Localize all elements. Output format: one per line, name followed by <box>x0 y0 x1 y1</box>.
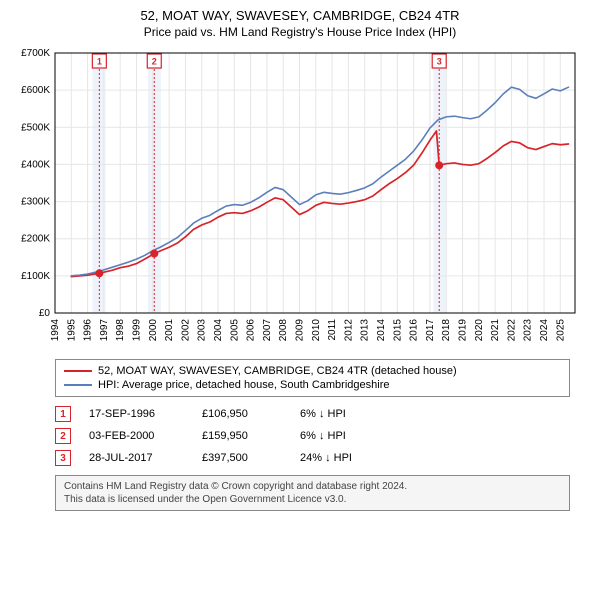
svg-text:2016: 2016 <box>409 319 420 342</box>
event-marker: 3 <box>55 450 71 466</box>
events-table: 1 17-SEP-1996 £106,950 6% ↓ HPI 2 03-FEB-2000… <box>55 403 570 469</box>
event-marker: 2 <box>55 428 71 444</box>
chart-title: 52, MOAT WAY, SWAVESEY, CAMBRIDGE, CB24 … <box>10 8 590 23</box>
svg-text:£0: £0 <box>39 308 51 319</box>
event-price: £159,950 <box>202 430 282 442</box>
svg-text:1996: 1996 <box>83 319 94 342</box>
legend-item: 52, MOAT WAY, SWAVESEY, CAMBRIDGE, CB24 … <box>64 364 561 378</box>
svg-text:2024: 2024 <box>539 319 550 342</box>
event-date: 17-SEP-1996 <box>89 408 184 420</box>
chart-subtitle: Price paid vs. HM Land Registry's House … <box>10 25 590 39</box>
svg-text:1994: 1994 <box>50 319 61 342</box>
svg-text:1997: 1997 <box>99 319 110 342</box>
svg-text:2021: 2021 <box>490 319 501 342</box>
line-chart-svg: £0 £100K £200K £300K £400K £500K £600K £700K 199… <box>10 45 590 355</box>
svg-text:2004: 2004 <box>213 319 224 342</box>
event-row: 2 03-FEB-2000 £159,950 6% ↓ HPI <box>55 425 570 447</box>
svg-text:1999: 1999 <box>132 319 143 342</box>
event-marker: 1 <box>55 406 71 422</box>
svg-text:£200K: £200K <box>21 234 50 245</box>
legend-label: 52, MOAT WAY, SWAVESEY, CAMBRIDGE, CB24 … <box>98 365 457 377</box>
svg-text:3: 3 <box>437 57 442 67</box>
svg-text:2022: 2022 <box>506 319 517 342</box>
svg-text:1998: 1998 <box>115 319 126 342</box>
svg-text:2005: 2005 <box>229 319 240 342</box>
svg-text:2020: 2020 <box>474 319 485 342</box>
svg-text:£100K: £100K <box>21 271 50 282</box>
svg-text:2009: 2009 <box>295 319 306 342</box>
event-price: £106,950 <box>202 408 282 420</box>
chart-container: 52, MOAT WAY, SWAVESEY, CAMBRIDGE, CB24 … <box>0 0 600 517</box>
event-price: £397,500 <box>202 452 282 464</box>
svg-text:£400K: £400K <box>21 159 50 170</box>
svg-text:2025: 2025 <box>555 319 566 342</box>
event-date: 03-FEB-2000 <box>89 430 184 442</box>
svg-text:2014: 2014 <box>376 319 387 342</box>
attribution-box: Contains HM Land Registry data © Crown c… <box>55 475 570 511</box>
legend: 52, MOAT WAY, SWAVESEY, CAMBRIDGE, CB24 … <box>55 359 570 397</box>
svg-text:£300K: £300K <box>21 197 50 208</box>
svg-text:2006: 2006 <box>246 319 257 342</box>
event-delta: 6% ↓ HPI <box>300 408 390 420</box>
legend-label: HPI: Average price, detached house, Sout… <box>98 379 389 391</box>
event-row: 3 28-JUL-2017 £397,500 24% ↓ HPI <box>55 447 570 469</box>
svg-text:2010: 2010 <box>311 319 322 342</box>
svg-text:2019: 2019 <box>458 319 469 342</box>
svg-text:1995: 1995 <box>66 319 77 342</box>
svg-text:2011: 2011 <box>327 319 338 341</box>
svg-text:2000: 2000 <box>148 319 159 342</box>
legend-swatch <box>64 370 92 372</box>
svg-text:£700K: £700K <box>21 48 50 59</box>
event-date: 28-JUL-2017 <box>89 452 184 464</box>
svg-text:2007: 2007 <box>262 319 273 342</box>
chart-plot-area: £0 £100K £200K £300K £400K £500K £600K £700K 199… <box>10 45 590 355</box>
svg-text:£500K: £500K <box>21 122 50 133</box>
attribution-line-2: This data is licensed under the Open Gov… <box>64 493 561 506</box>
event-row: 1 17-SEP-1996 £106,950 6% ↓ HPI <box>55 403 570 425</box>
svg-text:2013: 2013 <box>360 319 371 342</box>
svg-text:£600K: £600K <box>21 85 50 96</box>
svg-text:2: 2 <box>152 57 157 67</box>
svg-text:2015: 2015 <box>392 319 403 342</box>
svg-text:2018: 2018 <box>441 319 452 342</box>
svg-text:2023: 2023 <box>523 319 534 342</box>
legend-swatch <box>64 384 92 386</box>
event-delta: 6% ↓ HPI <box>300 430 390 442</box>
attribution-line-1: Contains HM Land Registry data © Crown c… <box>64 480 561 493</box>
svg-text:2003: 2003 <box>197 319 208 342</box>
svg-text:2002: 2002 <box>180 319 191 342</box>
svg-text:1: 1 <box>97 57 102 67</box>
svg-text:2017: 2017 <box>425 319 436 342</box>
svg-text:2001: 2001 <box>164 319 175 342</box>
svg-text:2008: 2008 <box>278 319 289 342</box>
svg-text:2012: 2012 <box>343 319 354 342</box>
event-delta: 24% ↓ HPI <box>300 452 390 464</box>
legend-item: HPI: Average price, detached house, Sout… <box>64 378 561 392</box>
